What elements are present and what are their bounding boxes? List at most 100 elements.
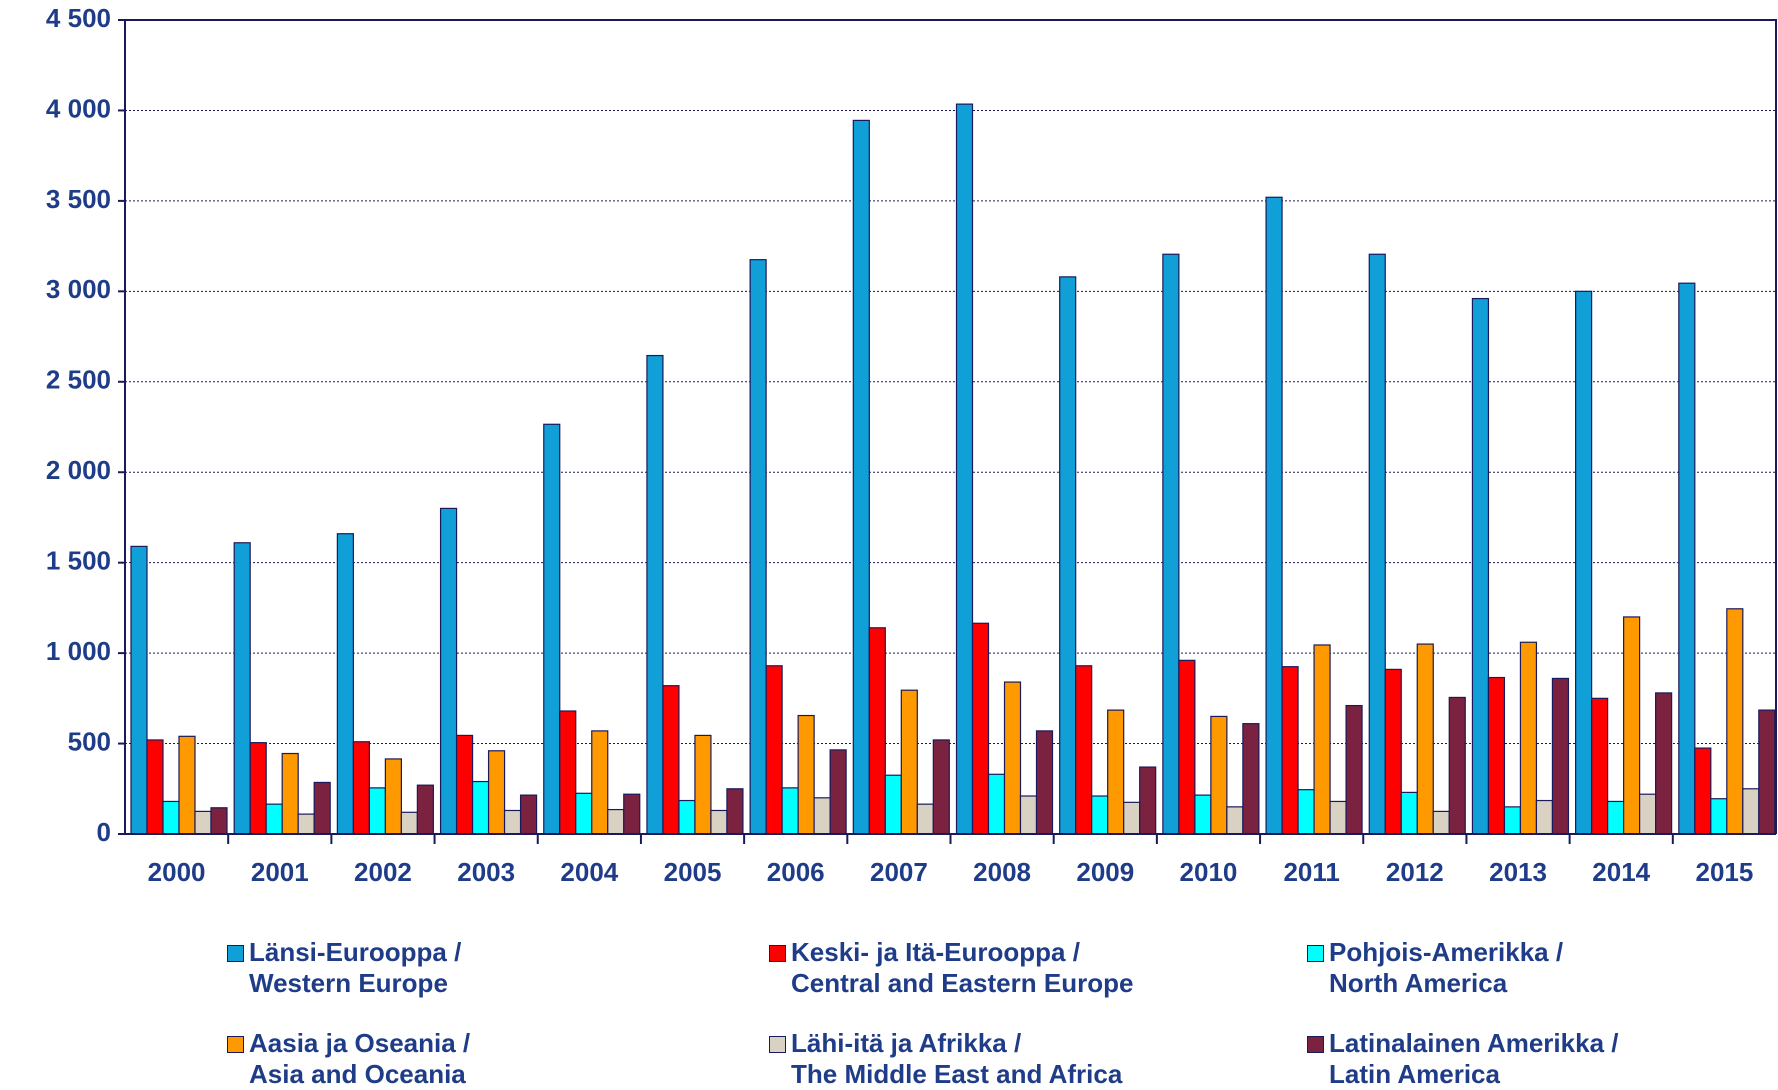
- bar: [726, 788, 744, 835]
- bar: [503, 809, 522, 835]
- x-tick-label: 2012: [1386, 857, 1444, 887]
- bar: [932, 739, 950, 835]
- bar: [1432, 810, 1450, 835]
- bar: [471, 780, 490, 835]
- bar: [1487, 676, 1506, 835]
- bar: [249, 742, 267, 835]
- bar: [416, 784, 434, 835]
- y-tick-label: 4 000: [46, 93, 111, 123]
- bar: [1758, 709, 1776, 835]
- bar: [781, 787, 799, 835]
- bar: [868, 627, 886, 835]
- bar: [1107, 709, 1125, 835]
- bar: [233, 542, 251, 835]
- plot-border: [124, 19, 1777, 834]
- bar: [678, 799, 696, 835]
- bar: [1242, 723, 1260, 835]
- bar: [210, 807, 228, 835]
- bar: [1726, 608, 1744, 835]
- y-tick-label: 2 500: [46, 365, 111, 395]
- bar: [1075, 665, 1093, 835]
- bar: [1655, 692, 1673, 835]
- bar: [162, 800, 180, 835]
- bar: [1003, 681, 1022, 835]
- bar: [194, 810, 212, 835]
- bar: [130, 545, 148, 835]
- bar: [1471, 297, 1490, 835]
- x-tick-label: 2004: [560, 857, 618, 887]
- bar: [1194, 794, 1212, 835]
- x-tick-label: 2013: [1489, 857, 1547, 887]
- bar: [1678, 282, 1696, 835]
- bar: [1416, 643, 1434, 835]
- bar: [900, 689, 918, 835]
- x-tick-label: 2015: [1695, 857, 1753, 887]
- bar: [591, 730, 609, 835]
- bar: [1035, 730, 1054, 835]
- x-tick-label: 2001: [251, 857, 309, 887]
- bar: [1384, 668, 1402, 835]
- bar: [1139, 766, 1157, 835]
- bar: [1178, 659, 1196, 835]
- x-tick-label: 2009: [1076, 857, 1134, 887]
- bar: [439, 507, 458, 835]
- bar: [297, 813, 315, 835]
- bar: [1575, 290, 1593, 835]
- bar: [178, 735, 196, 835]
- bar: [1448, 696, 1466, 835]
- bar: [1091, 795, 1109, 835]
- bar: [987, 773, 1006, 835]
- x-tick-label: 2006: [767, 857, 825, 887]
- bar: [313, 781, 331, 835]
- bar: [1400, 791, 1418, 835]
- bar: [559, 710, 577, 835]
- bar: [265, 803, 283, 835]
- bar: [1297, 789, 1315, 835]
- bar: [797, 714, 815, 835]
- x-tick-label: 2010: [1180, 857, 1238, 887]
- bar: [575, 792, 593, 835]
- y-tick-label: 0: [97, 817, 111, 847]
- x-tick-label: 2007: [870, 857, 928, 887]
- bar: [1591, 697, 1609, 835]
- y-tick-label: 1 500: [46, 546, 111, 576]
- bar: [1313, 644, 1331, 835]
- x-tick-label: 2003: [457, 857, 515, 887]
- bar: [1710, 798, 1728, 835]
- y-tick-label: 4 500: [46, 3, 111, 33]
- bar: [1019, 795, 1038, 835]
- bar: [1265, 196, 1283, 835]
- x-tick-label: 2008: [973, 857, 1031, 887]
- bar: [1694, 747, 1712, 835]
- bar: [1329, 800, 1347, 835]
- bar: [1123, 801, 1141, 835]
- bar: [1742, 788, 1760, 835]
- bar: [1519, 641, 1538, 835]
- bar: [916, 803, 934, 835]
- bar: [352, 741, 370, 835]
- bar: [1607, 800, 1625, 835]
- bar: [336, 533, 354, 835]
- x-tick-label: 2005: [664, 857, 722, 887]
- bar: [1226, 806, 1244, 835]
- bar: [1059, 276, 1077, 835]
- x-tick-label: 2000: [148, 857, 206, 887]
- bar: [455, 734, 474, 835]
- y-tick-label: 3 500: [46, 184, 111, 214]
- bar: [749, 259, 767, 835]
- bar: [543, 423, 561, 835]
- bar: [1210, 715, 1228, 835]
- bar: [852, 119, 870, 835]
- x-tick-label: 2014: [1592, 857, 1650, 887]
- bar: [368, 787, 386, 835]
- bar: [487, 750, 506, 835]
- bar: [1368, 253, 1386, 835]
- bar: [955, 103, 974, 835]
- x-tick-label: 2002: [354, 857, 412, 887]
- y-tick-label: 3 000: [46, 274, 111, 304]
- bar: [1639, 793, 1657, 835]
- bar: [623, 793, 641, 835]
- bar: [146, 739, 164, 835]
